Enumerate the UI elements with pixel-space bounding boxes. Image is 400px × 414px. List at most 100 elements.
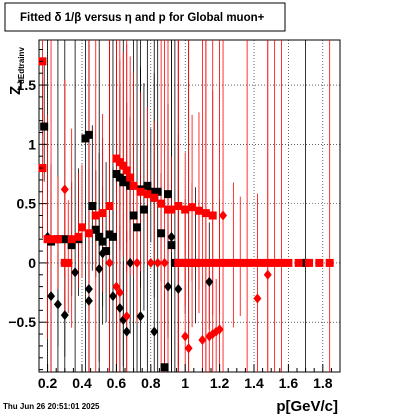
- black-diamond-marker: [71, 267, 80, 278]
- red-diamond-marker: [115, 287, 124, 298]
- black-diamond-marker: [47, 291, 56, 302]
- red-square-marker: [174, 258, 183, 267]
- red-square-marker: [126, 173, 135, 182]
- red-square-marker: [250, 258, 258, 267]
- black-square-marker: [95, 232, 104, 241]
- y-tick-label: 0.5: [17, 196, 37, 212]
- y-tick-label: 1: [28, 136, 36, 152]
- red-square-marker: [229, 258, 238, 267]
- ticks: 0.2 0.4 0.6 0.8 1 1.2 1.4 1.6 1.8 −0.5 0 0.5 1 1.5: [8, 48, 341, 391]
- black-square-marker: [91, 225, 100, 234]
- plot-area-border: [38, 39, 341, 373]
- chart-title: Fitted δ 1/β versus η and p for Global m…: [20, 12, 265, 24]
- red-square-marker: [188, 258, 197, 267]
- x-tick-label: 0.8: [141, 375, 161, 391]
- red-square-marker: [277, 258, 286, 267]
- red-square-marker: [305, 258, 314, 267]
- red-diamond-marker: [133, 257, 142, 268]
- black-diamond-marker: [115, 302, 124, 313]
- red-square-marker: [64, 258, 73, 267]
- black-diamond-marker: [60, 310, 69, 321]
- x-tick-label: 1: [181, 375, 189, 391]
- red-square-marker: [188, 203, 197, 212]
- y-axis-title-sub: dEdtrainv: [17, 47, 26, 84]
- red-square-marker: [67, 235, 76, 244]
- black-diamond-marker: [205, 276, 214, 287]
- red-square-marker: [119, 161, 128, 170]
- black-square-marker: [108, 232, 117, 241]
- red-square-marker: [78, 223, 86, 232]
- black-square-marker: [133, 223, 142, 232]
- red-square-marker: [236, 258, 245, 267]
- markers: [38, 57, 334, 372]
- red-diamond-marker: [215, 324, 224, 335]
- x-tick-label: 1.8: [313, 375, 333, 391]
- red-square-marker: [84, 229, 93, 238]
- black-diamond-marker: [95, 263, 104, 274]
- red-square-marker: [294, 258, 303, 267]
- black-diamond-marker: [136, 311, 145, 322]
- red-square-marker: [129, 181, 138, 190]
- red-diamond-marker: [181, 331, 190, 342]
- y-tick-label: 0: [28, 255, 36, 271]
- red-square-marker: [47, 235, 56, 244]
- black-square-marker: [102, 247, 111, 256]
- x-tick-label: 0.6: [107, 375, 127, 391]
- black-square-marker: [115, 173, 124, 182]
- x-axis-title: p[GeV/c]: [276, 398, 338, 414]
- red-square-marker: [143, 190, 152, 199]
- x-tick-label: 1.2: [210, 375, 230, 391]
- red-square-marker: [208, 211, 217, 220]
- red-diamond-marker: [253, 293, 262, 304]
- red-square-marker: [194, 258, 203, 267]
- black-square-marker: [153, 187, 162, 196]
- black-square-marker: [160, 363, 169, 372]
- black-diamond-marker: [126, 257, 135, 268]
- red-square-marker: [91, 211, 100, 220]
- red-diamond-marker: [198, 334, 207, 345]
- plot-frame: [38, 39, 341, 373]
- red-square-marker: [222, 258, 231, 267]
- red-square-marker: [201, 258, 210, 267]
- black-diamond-marker: [98, 248, 107, 259]
- red-square-marker: [181, 258, 190, 267]
- red-square-marker: [215, 258, 224, 267]
- black-square-marker: [129, 211, 138, 220]
- red-square-marker: [270, 258, 279, 267]
- red-square-marker: [263, 258, 272, 267]
- title-box: Fitted δ 1/β versus η and p for Global m…: [4, 2, 286, 32]
- red-square-marker: [167, 205, 176, 214]
- datestamp: Thu Jun 26 20:51:01 2025: [3, 402, 100, 411]
- red-square-marker: [53, 235, 62, 244]
- x-tick-label: 0.4: [72, 375, 92, 391]
- black-square-marker: [167, 241, 176, 250]
- red-square-marker: [122, 166, 131, 175]
- red-square-marker: [74, 232, 83, 241]
- red-diamond-marker: [112, 281, 121, 292]
- black-diamond-marker: [167, 231, 176, 242]
- black-square-marker: [98, 237, 107, 246]
- red-square-marker: [105, 202, 114, 210]
- red-square-marker: [98, 209, 107, 218]
- red-square-marker: [150, 193, 159, 202]
- black-square-marker: [88, 202, 97, 210]
- y-axis-title-main: Z: [7, 86, 24, 95]
- black-diamond-marker: [84, 295, 93, 306]
- red-diamond-marker: [60, 184, 69, 195]
- black-square-marker: [60, 235, 69, 244]
- red-diamond-marker: [263, 269, 272, 280]
- red-square-marker: [174, 202, 183, 210]
- y-tick-label: 1.5: [17, 77, 37, 93]
- red-square-marker: [243, 258, 252, 267]
- red-square-marker: [256, 258, 265, 267]
- red-square-marker: [325, 258, 334, 267]
- black-diamond-marker: [174, 284, 183, 294]
- black-square-marker: [157, 229, 166, 238]
- black-diamond-marker: [122, 326, 131, 337]
- y-axis-title: Z dEdtrainv: [7, 47, 26, 95]
- red-diamond-marker: [105, 257, 114, 268]
- black-square-marker: [139, 205, 148, 214]
- red-square-marker: [208, 258, 217, 267]
- red-diamond-marker: [146, 257, 155, 268]
